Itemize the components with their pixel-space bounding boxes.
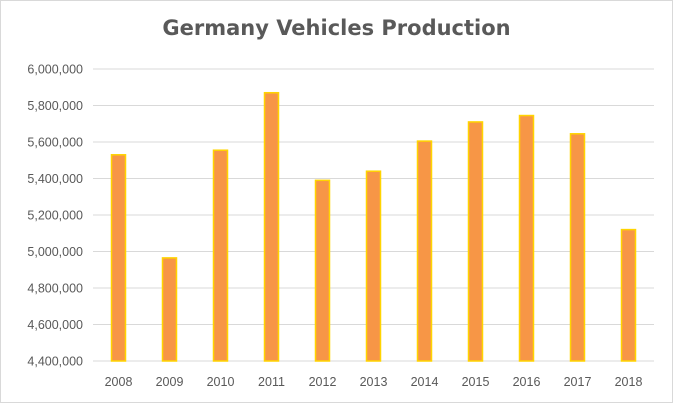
x-axis-ticks: 2008 2009 2010 2011 2012 2013 2014 2015 2016 2017…: [105, 375, 643, 389]
bar-2009: [161, 257, 178, 362]
x-tick-label: 2014: [411, 375, 439, 389]
x-tick-label: 2018: [615, 375, 643, 389]
y-tick-label: 5,600,000: [27, 136, 83, 150]
y-tick-label: 6,000,000: [27, 63, 83, 77]
bar-2012: [314, 179, 331, 362]
y-tick-label: 5,200,000: [27, 209, 83, 223]
bar-2017: [569, 133, 586, 362]
y-tick-label: 5,400,000: [27, 172, 83, 186]
x-tick-label: 2010: [207, 375, 235, 389]
bar-2010: [212, 149, 229, 362]
x-tick-label: 2015: [462, 375, 490, 389]
bar-2016: [518, 114, 535, 362]
x-tick-label: 2012: [309, 375, 337, 389]
y-tick-label: 4,600,000: [27, 318, 83, 332]
x-tick-label: 2016: [513, 375, 541, 389]
bar-2013: [365, 170, 382, 362]
x-tick-label: 2011: [258, 375, 285, 389]
bar-2015: [467, 121, 484, 362]
x-tick-label: 2017: [564, 375, 592, 389]
y-tick-label: 4,400,000: [27, 355, 83, 369]
y-tick-label: 4,800,000: [27, 282, 83, 296]
y-axis-ticks: 4,400,000 4,600,000 4,800,000 5,000,000 5,20…: [27, 63, 83, 369]
bar-2014: [416, 140, 433, 362]
bars: [110, 91, 637, 362]
y-tick-label: 5,800,000: [27, 99, 83, 113]
bar-2008: [110, 154, 127, 362]
x-tick-label: 2009: [156, 375, 184, 389]
chart-title: Germany Vehicles Production: [162, 16, 511, 40]
bar-2011: [263, 91, 280, 362]
x-tick-label: 2008: [105, 375, 133, 389]
x-tick-label: 2013: [360, 375, 388, 389]
bar-2018: [620, 228, 637, 362]
y-tick-label: 5,000,000: [27, 245, 83, 259]
